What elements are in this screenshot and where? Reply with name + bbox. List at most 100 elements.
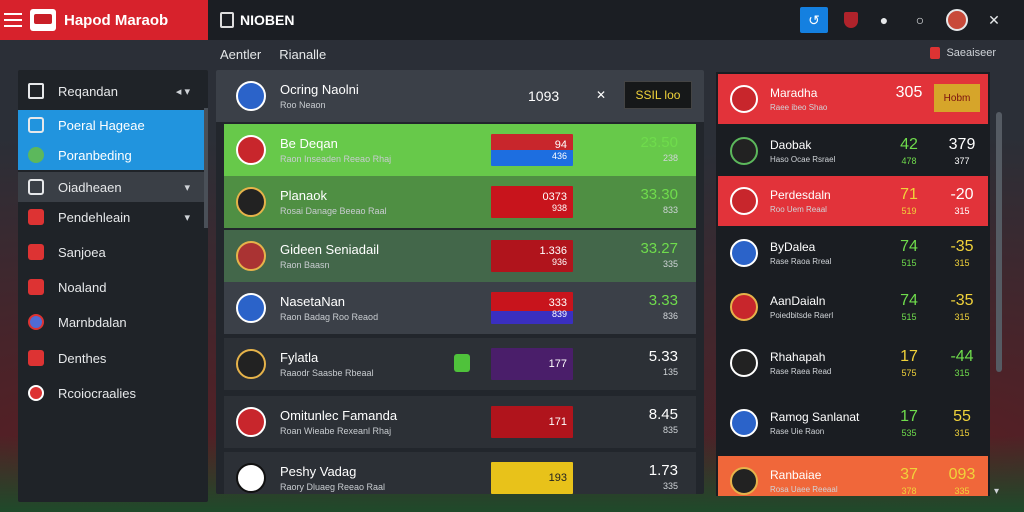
search-icon[interactable]: ○ (915, 12, 925, 28)
chevron-down-icon[interactable]: ▾ (184, 211, 190, 224)
chevron-down-icon[interactable]: ◂ ▾ (175, 85, 190, 98)
stat-main: 55 (953, 408, 971, 425)
odds-bar[interactable]: 177 (491, 348, 573, 380)
breadcrumb-item[interactable]: Aentler (220, 47, 262, 62)
team-sub: Rase Raea Read (770, 367, 832, 376)
table-row[interactable]: Omitunlec Famanda Roan Wieabe Rexeanl Rha… (224, 396, 696, 448)
stat-value: 74 515 (894, 238, 924, 268)
stat-main: 17 (900, 348, 918, 365)
sidebar-item-label: Noaland (58, 279, 107, 295)
table-row[interactable]: Planaok Rosai Danage Beeao Raal 0373 938 3… (224, 176, 696, 228)
sidebar-item-pendehleain[interactable]: Pendehleain ▾ (18, 202, 208, 232)
score-sub: 835 (662, 425, 678, 435)
stat-main: 42 (900, 136, 918, 153)
list-item[interactable]: Rhahapah Rase Raea Read 17 575 -44 315 (718, 338, 988, 388)
odds-sub: 936 (551, 257, 567, 267)
team-name: Omitunlec Famanda (280, 408, 398, 423)
list-item[interactable]: AanDaialn Poiedbitsde Raerl 74 515 -35 315 (718, 282, 988, 332)
stat-value: 42 478 (894, 136, 924, 166)
refresh-button[interactable]: ↺ (800, 7, 828, 33)
team-name: Planaok (280, 188, 327, 203)
stat-value: 093 335 (944, 466, 980, 496)
stat-sub: 315 (954, 368, 970, 378)
sidebar-scrollbar[interactable] (204, 108, 208, 228)
stat-value: 37 378 (894, 466, 924, 496)
table-row[interactable]: Be Deqan Raon Inseaden Reeao Rhaj 94 436 2… (224, 124, 696, 176)
hamburger-menu-icon[interactable] (4, 13, 22, 27)
table-row[interactable]: NasetaNan Raon Badag Roo Reaod 333 839 3.3… (224, 282, 696, 334)
right-scrollbar[interactable] (996, 112, 1002, 372)
sidebar-item-reqandan[interactable]: Reqandan ◂ ▾ (18, 76, 208, 106)
standings-panel: Maradha Raee ibeo Shao 305 Hobm Daobak Has… (716, 72, 990, 496)
avatar[interactable] (946, 9, 968, 31)
list-item[interactable]: Ramog Sanlanat Rase Uie Raon 17 535 55 315 (718, 398, 988, 448)
stat-main: 093 (948, 466, 976, 483)
sidebar-item-label: Oiadheaen (58, 179, 122, 195)
close-icon[interactable]: ✕ (596, 88, 607, 102)
stat-main: -35 (950, 292, 974, 309)
club-crest-icon (730, 187, 758, 215)
team-name: ByDalea (770, 240, 816, 254)
table-row[interactable]: Gideen Seniadail Raon Baasn 1.336 936 33.2… (224, 230, 696, 282)
team-sub: Haso Ocae Rsrael (770, 155, 836, 164)
sidebar-item-oiadheaen[interactable]: Oiadheaen ▾ (18, 172, 208, 202)
sidebar-item-poranbeding[interactable]: Poranbeding (18, 140, 208, 170)
stat-badge[interactable]: Hobm (934, 84, 980, 112)
team-sub: Rosai Danage Beeao Raal (280, 206, 387, 216)
brand-area: Hapod Maraob (0, 0, 208, 40)
featured-action-button[interactable]: SSIL loo (624, 81, 692, 109)
score-value: 8.45 (648, 406, 678, 423)
odds-bar[interactable]: 1.336 936 (491, 240, 573, 272)
sidebar-item-sanjoea[interactable]: Sanjoea (18, 237, 208, 267)
sidebar-item-poeral-hageae[interactable]: Poeral Hageae (18, 110, 208, 140)
stat-value: -44 315 (944, 348, 980, 378)
table-row[interactable]: Fylatla Raaodr Saasbe Rbeaal 177 5.33 135 (224, 338, 696, 390)
list-item[interactable]: Maradha Raee ibeo Shao 305 Hobm (718, 74, 988, 124)
ball-icon (28, 314, 44, 330)
sidebar-item-marnbdalan[interactable]: Marnbdalan (18, 307, 208, 337)
match-sub: Roo Neaon (280, 100, 326, 110)
chevron-down-icon[interactable]: ▾ (994, 486, 1000, 497)
shield-icon (28, 117, 44, 133)
sidebar: Reqandan ◂ ▾ Poeral Hageae Poranbeding O… (18, 70, 208, 502)
odds-bar[interactable]: 0373 938 (491, 186, 573, 218)
stat-main: 74 (900, 292, 918, 309)
team-sub: Poiedbitsde Raerl (770, 311, 834, 320)
shield-icon (28, 350, 44, 366)
odds-value: 193 (548, 472, 567, 484)
sidebar-item-rcoiocraalies[interactable]: Rcoiocraalies (18, 378, 208, 408)
lock-icon[interactable] (454, 354, 470, 372)
sidebar-item-noaland[interactable]: Noaland (18, 272, 208, 302)
score-value: 3.33 (648, 292, 678, 309)
chevron-down-icon[interactable]: ▾ (184, 181, 190, 194)
score-value: 33.27 (640, 240, 678, 257)
table-row[interactable]: Peshy Vadag Raory Dluaeg Reeao Raal 193 1… (224, 452, 696, 494)
stat-value: 17 535 (894, 408, 924, 438)
odds-bar[interactable]: 171 (491, 406, 573, 438)
shield-icon (930, 47, 941, 59)
sidebar-item-label: Sanjoea (58, 244, 106, 260)
sidebar-item-denthes[interactable]: Denthes (18, 343, 208, 373)
team-sub: Raon Baasn (280, 260, 330, 270)
odds-bar[interactable]: 333 839 (491, 292, 573, 324)
app-title-area: NIOBEN (220, 12, 294, 28)
odds-bar[interactable]: 94 436 (491, 134, 573, 166)
stat-sub: 315 (954, 312, 970, 322)
team-sub: Rase Uie Raon (770, 427, 825, 436)
club-crest-icon (730, 467, 758, 495)
stat-sub: 535 (901, 428, 917, 438)
list-item[interactable]: ByDalea Rase Raoa Rreal 74 515 -35 315 (718, 228, 988, 278)
close-icon[interactable]: ✕ (988, 11, 1000, 28)
shield-icon[interactable] (844, 12, 858, 28)
breadcrumb-item[interactable]: Rianalle (279, 47, 327, 62)
list-item[interactable]: Perdesdaln Roo Uem Reaal 71 519 -20 315 (718, 176, 988, 226)
list-item[interactable]: Ranbaiae Rosa Uaee Reeaal 37 378 093 335 (718, 456, 988, 496)
featured-match-row[interactable]: Ocring Naolni Roo Neaon 1093 ✕ SSIL loo (216, 70, 704, 122)
odds-bar[interactable]: 193 (491, 462, 573, 494)
stat-value: 17 575 (894, 348, 924, 378)
team-name: NasetaNan (280, 294, 346, 309)
flag-icon (28, 209, 44, 225)
ball-icon[interactable]: ● (879, 12, 889, 28)
list-item[interactable]: Daobak Haso Ocae Rsrael 42 478 379 377 (718, 126, 988, 176)
team-name: Fylatla (280, 350, 319, 365)
